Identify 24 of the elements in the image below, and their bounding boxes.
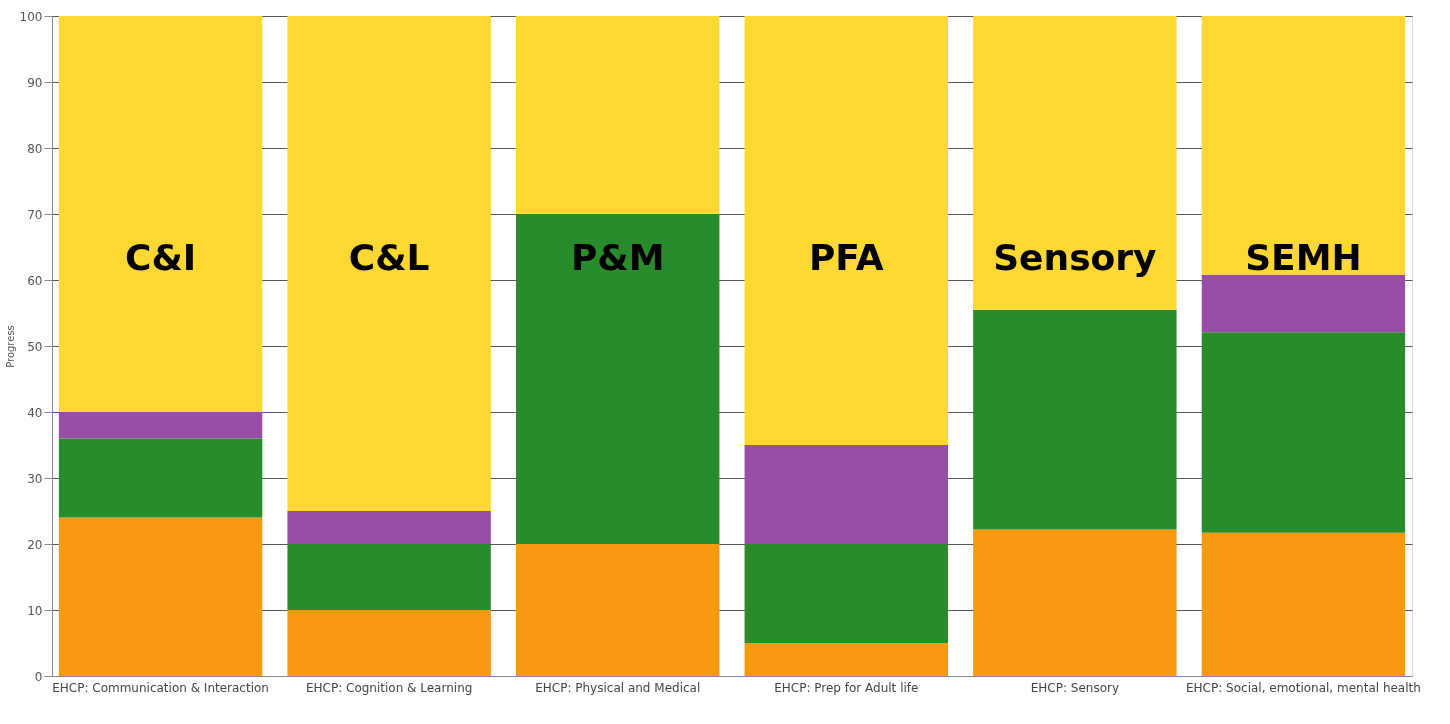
x-tick-label: EHCP: Cognition & Learning — [305, 680, 473, 695]
x-tick-label: EHCP: Physical and Medical — [535, 680, 701, 695]
annotation: SEMH — [1245, 237, 1362, 278]
y-tick-label: 90 — [27, 75, 43, 90]
annotation: PFA — [808, 237, 884, 278]
y-tick-label: 20 — [27, 537, 43, 552]
x-tick-label: EHCP: Prep for Adult life — [774, 680, 919, 695]
y-tick-label: 100 — [19, 9, 43, 24]
annotation: Sensory — [993, 237, 1157, 278]
x-tick-label: EHCP: Sensory — [1030, 680, 1120, 695]
y-tick-label: 10 — [27, 603, 43, 618]
y-tick-label: 0 — [34, 669, 43, 684]
x-tick-label: EHCP: Communication & Interaction — [52, 680, 269, 695]
y-tick-label: 70 — [27, 207, 43, 222]
y-tick-label: 60 — [27, 273, 43, 288]
y-tick-label: 40 — [27, 405, 43, 420]
y-tick-label: 50 — [27, 339, 43, 354]
annotation: P&M — [570, 237, 665, 278]
y-axis-title: Progress — [4, 325, 16, 368]
x-tick-label: EHCP: Social, emotional, mental health — [1185, 680, 1421, 695]
y-tick-label: 80 — [27, 141, 43, 156]
annotation: C&I — [124, 237, 197, 278]
annotation: C&L — [348, 237, 430, 278]
y-tick-label: 30 — [27, 471, 43, 486]
